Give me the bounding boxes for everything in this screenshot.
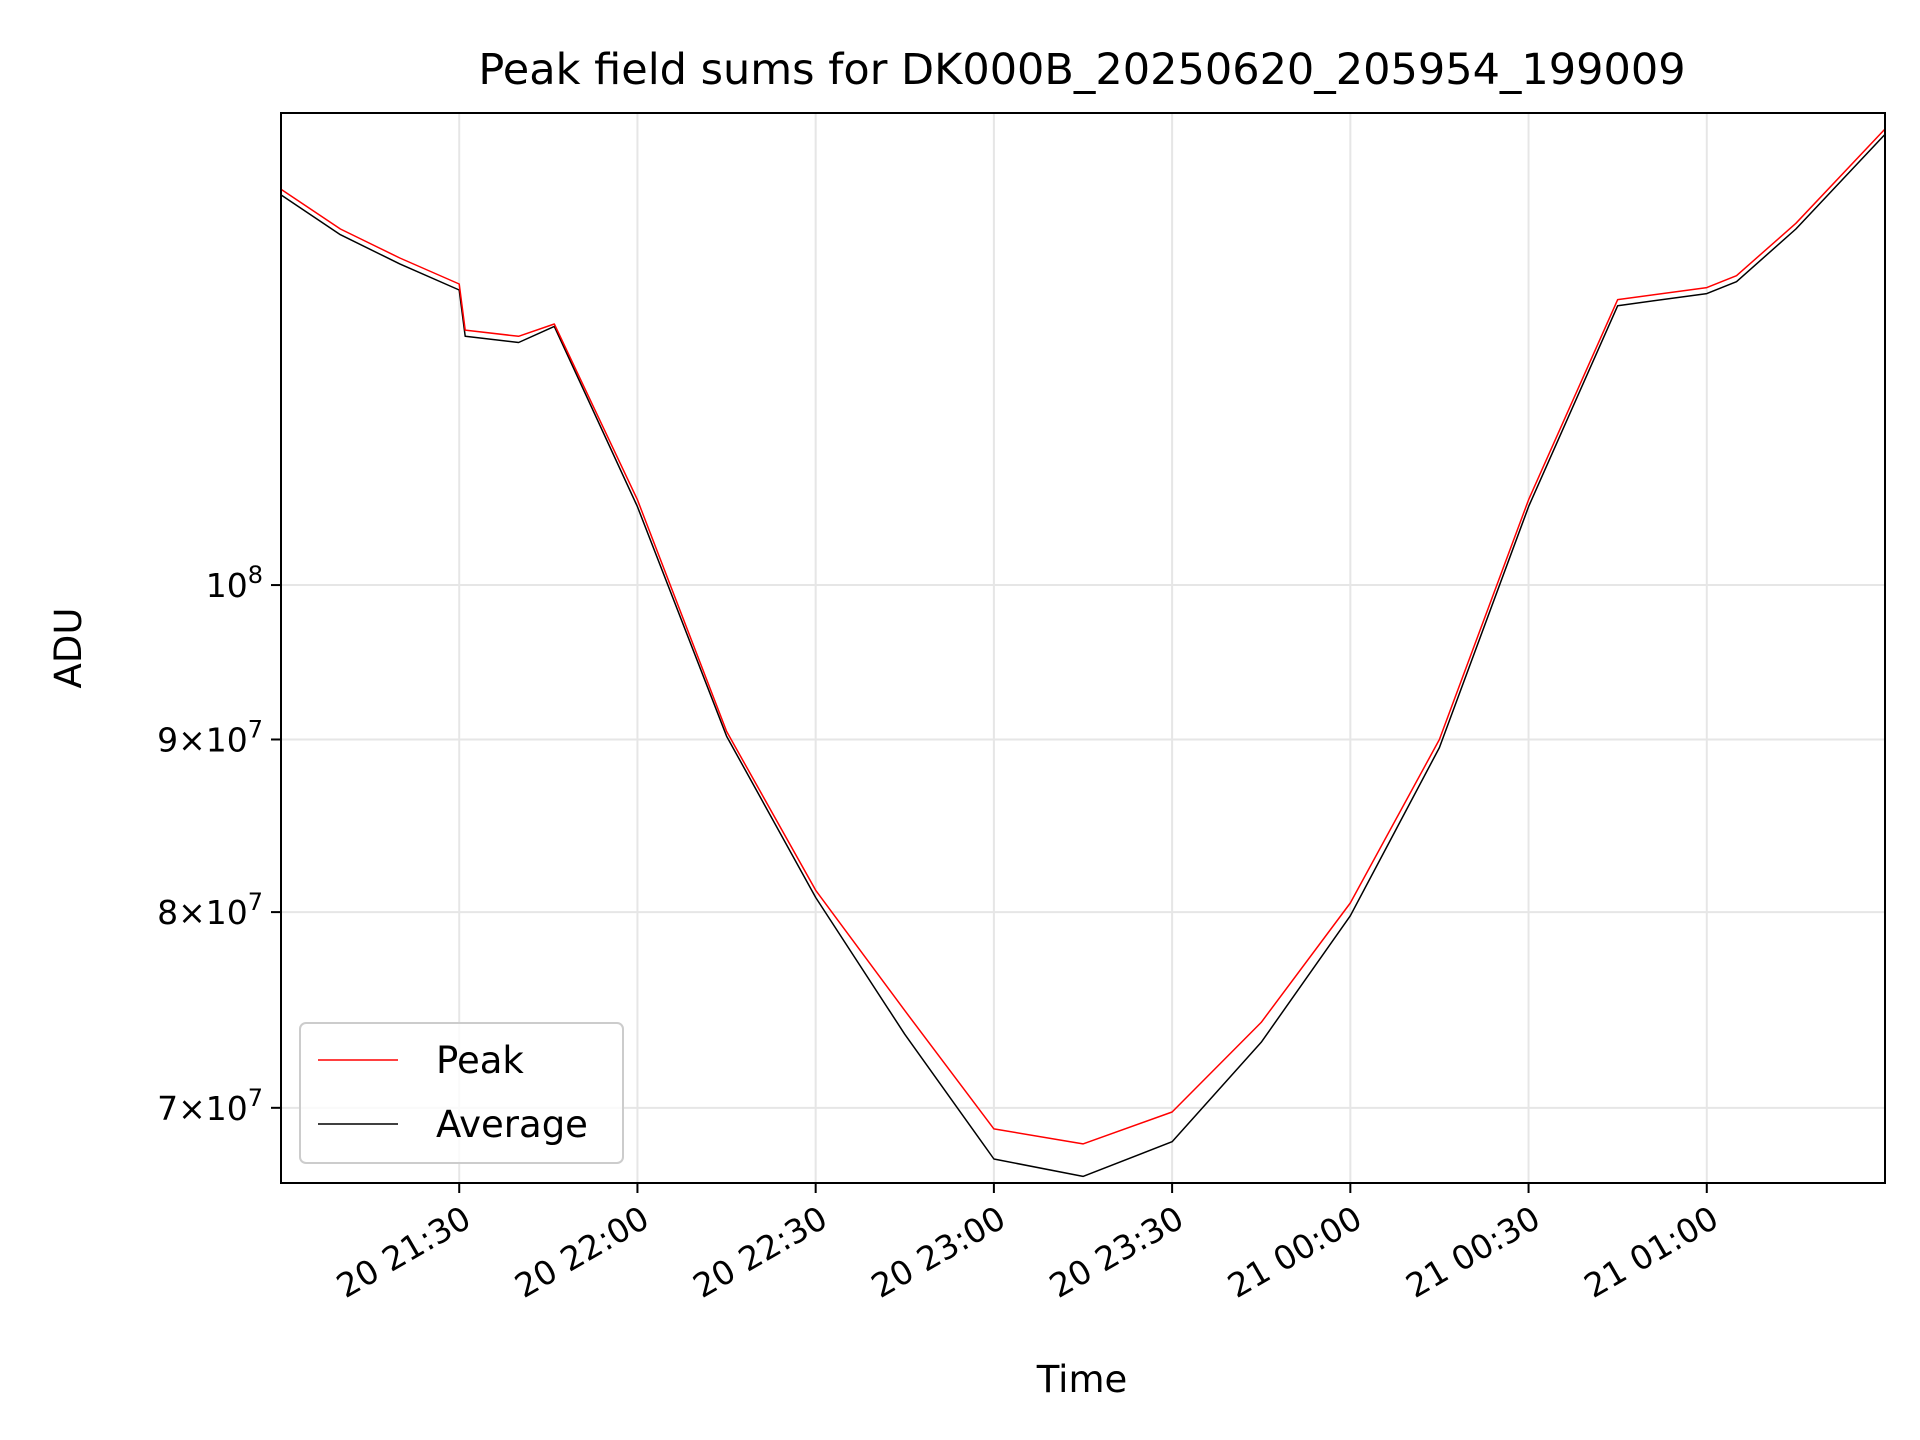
- legend-label-peak: Peak: [436, 1039, 524, 1082]
- y-tick-label: 108: [206, 561, 263, 605]
- legend-box: [299, 1022, 624, 1164]
- series-line-peak: [280, 128, 1886, 1145]
- y-axis-label: ADU: [47, 608, 90, 689]
- plot-lines: [280, 128, 1886, 1178]
- legend: Peak Average: [299, 1022, 624, 1164]
- y-tick-label: 8×107: [157, 888, 263, 932]
- y-axis-ticks: 7×107 8×107 9×107 108: [157, 561, 281, 1128]
- y-tick-label: 9×107: [157, 715, 263, 759]
- legend-label-average: Average: [436, 1103, 588, 1146]
- chart-title: Peak field sums for DK000B_20250620_2059…: [478, 45, 1685, 95]
- series-line-average: [280, 133, 1886, 1178]
- y-tick-label: 7×107: [157, 1084, 263, 1128]
- x-axis-label: Time: [1036, 1358, 1128, 1401]
- plot-frame: [280, 112, 1886, 1184]
